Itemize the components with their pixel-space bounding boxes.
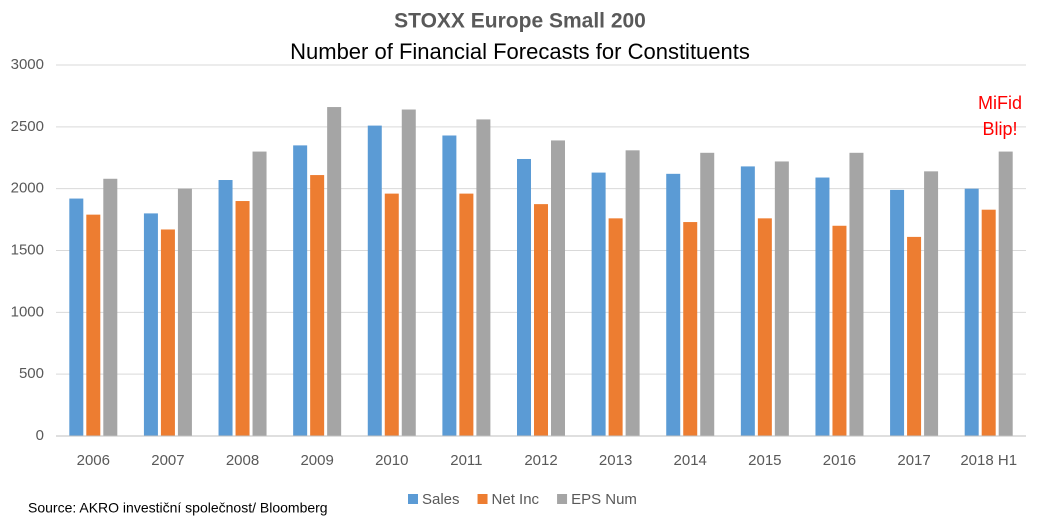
bar (143, 213, 158, 436)
bar (384, 193, 399, 436)
y-tick-label: 2000 (11, 180, 44, 197)
bar (998, 151, 1013, 437)
bar (815, 177, 830, 436)
bar (964, 188, 979, 436)
bar (683, 222, 698, 436)
bar (849, 152, 864, 436)
bar (160, 229, 175, 436)
bar (608, 218, 623, 436)
bar (625, 150, 640, 436)
bar (700, 152, 715, 436)
bar (740, 166, 755, 436)
bar (924, 171, 939, 436)
bar (442, 135, 457, 437)
legend-label: EPS Num (571, 491, 637, 508)
x-tick-label: 2010 (375, 452, 408, 469)
bar (69, 198, 84, 436)
y-tick-label: 2500 (11, 118, 44, 135)
bar (327, 107, 342, 437)
bar (551, 140, 565, 437)
bar (774, 161, 789, 436)
y-tick-label: 3000 (11, 56, 44, 73)
bar (177, 188, 192, 436)
x-tick-label: 2012 (524, 452, 557, 469)
legend-label: Net Inc (492, 491, 540, 508)
bar (534, 204, 548, 436)
legend-swatch (477, 494, 488, 504)
chart-subtitle: Number of Financial Forecasts for Consti… (290, 39, 750, 64)
x-tick-label: 2007 (151, 452, 184, 469)
y-tick-label: 1500 (11, 241, 44, 258)
y-tick-label: 1000 (11, 303, 44, 320)
y-tick-label: 0 (36, 427, 44, 444)
bar (235, 201, 250, 436)
bar (103, 178, 118, 437)
legend-swatch (557, 494, 568, 504)
x-tick-label: 2017 (897, 452, 930, 469)
x-tick-label: 2011 (450, 452, 482, 469)
bar (757, 218, 772, 436)
bar (666, 173, 681, 436)
bar (310, 175, 325, 436)
bar (367, 125, 382, 436)
bar (890, 189, 905, 436)
x-tick-label: 2015 (748, 452, 781, 469)
bar (293, 145, 308, 436)
chart-title: STOXX Europe Small 200 (394, 10, 646, 33)
x-tick-label: 2008 (226, 452, 259, 469)
bar (981, 209, 996, 436)
x-tick-label: 2009 (300, 452, 333, 469)
x-tick-label: 2014 (674, 452, 707, 469)
bar (401, 109, 416, 437)
annotation: MiFid (978, 93, 1022, 113)
bar (476, 119, 491, 436)
source-note: Source: AKRO investiční společnost/ Bloo… (28, 500, 328, 516)
bar (218, 180, 233, 436)
x-tick-label: 2013 (599, 452, 632, 469)
bar (517, 158, 531, 436)
bar (591, 172, 606, 436)
bar (832, 225, 847, 436)
bar (86, 214, 101, 436)
annotation: Blip! (982, 119, 1017, 139)
x-tick-label: 2018 H1 (960, 452, 1017, 469)
legend-swatch (408, 494, 418, 504)
x-tick-label: 2016 (823, 452, 856, 469)
x-tick-label: 2006 (77, 452, 110, 469)
bar (907, 236, 922, 436)
bar (459, 193, 474, 436)
legend-label: Sales (422, 491, 460, 508)
bar (252, 151, 267, 437)
y-tick-label: 500 (19, 365, 44, 382)
